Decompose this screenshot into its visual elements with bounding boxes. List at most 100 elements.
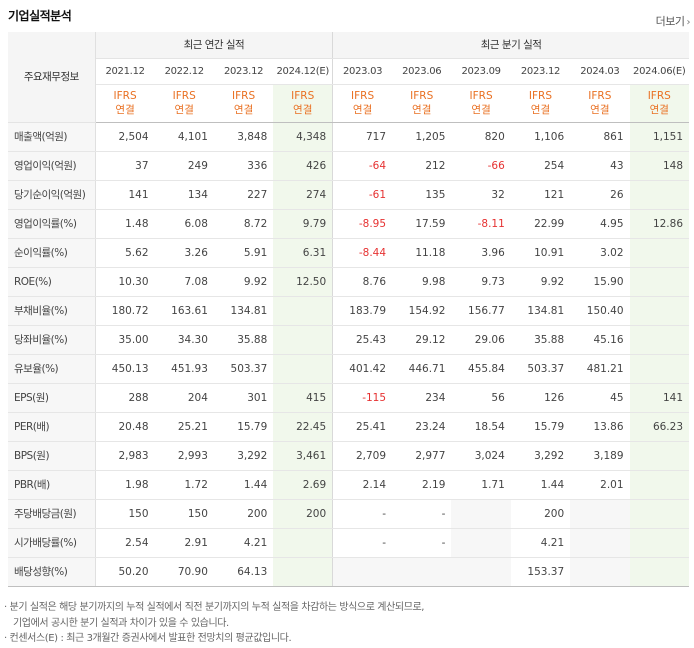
table-row: 시가배당률(%) 2.54 2.91 4.21- -4.21	[8, 528, 689, 558]
more-link[interactable]: 더보기 ›	[656, 13, 691, 29]
table-cell: 163.61	[154, 295, 214, 326]
table-cell: 3,024	[451, 441, 511, 471]
table-cell: 415	[273, 382, 333, 413]
table-cell	[629, 498, 689, 529]
table-cell: 15.79	[510, 412, 571, 442]
table-cell: 2,504	[95, 122, 155, 152]
ifrs-label: IFRS	[291, 90, 315, 102]
table-cell: 1.98	[95, 470, 155, 500]
table-cell: 820	[451, 122, 511, 152]
row-label: 부채비율(%)	[8, 295, 96, 326]
table-row: 유보율(%) 450.13 451.93 503.37 401.42 446.71 455.…	[8, 354, 689, 384]
table-cell: 2.91	[154, 528, 214, 558]
table-cell: 212	[392, 151, 452, 181]
table-cell: 1.71	[451, 470, 511, 500]
table-cell: 22.99	[510, 208, 571, 239]
table-cell	[629, 325, 689, 355]
table-cell: -8.44	[332, 238, 393, 268]
table-cell	[332, 557, 393, 587]
table-cell: 249	[154, 151, 214, 181]
row-label: 매출액(억원)	[8, 122, 96, 152]
period-header: 2024.12(E)	[273, 58, 333, 85]
table-cell	[273, 528, 333, 558]
table-cell: 35.88	[510, 325, 571, 355]
table-cell: 3.96	[451, 238, 511, 268]
table-cell	[273, 354, 333, 384]
table-cell: 153.37	[510, 557, 571, 587]
table-cell: 35.88	[213, 325, 274, 355]
ifrs-basis-header: IFRS 연결	[392, 84, 452, 123]
table-cell: 1,205	[392, 122, 452, 152]
table-cell: -	[392, 498, 452, 529]
table-cell	[392, 557, 452, 587]
ifrs-basis-header: IFRS 연결	[95, 84, 155, 123]
note-quarter-cont: 기업에서 공시한 분기 실적과 차이가 있을 수 있습니다.	[13, 617, 229, 629]
section-title: 기업실적분석	[8, 9, 72, 23]
table-cell: 5.91	[213, 238, 274, 268]
row-label: 영업이익(억원)	[8, 151, 96, 181]
row-label: 당좌비율(%)	[8, 325, 96, 355]
table-cell: 336	[213, 151, 274, 181]
table-cell: 121	[510, 180, 571, 210]
row-label: BPS(원)	[8, 441, 96, 471]
ifrs-label: IFRS	[469, 90, 493, 102]
basis-label: 연결	[530, 104, 551, 116]
period-header: 2021.12	[95, 58, 155, 85]
table-row: 당좌비율(%) 35.00 34.30 35.88 25.43 29.12 29.06 35.…	[8, 325, 689, 355]
ifrs-label: IFRS	[232, 90, 256, 102]
table-cell: 426	[273, 151, 333, 181]
table-cell: 446.71	[392, 354, 452, 384]
table-cell: 25.43	[332, 325, 393, 355]
basis-label: 연결	[174, 104, 194, 116]
ifrs-basis-header: IFRS 연결	[273, 84, 333, 123]
table-cell: 717	[332, 122, 393, 152]
basis-label: 연결	[115, 104, 135, 116]
ifrs-label: IFRS	[351, 90, 375, 102]
table-row: PER(배) 20.48 25.21 15.79 22.45 25.41 23.24 18.5…	[8, 412, 689, 442]
row-label: 순이익률(%)	[8, 238, 96, 268]
table-cell: 5.62	[95, 238, 155, 268]
ifrs-basis-header: IFRS 연결	[154, 84, 214, 123]
table-cell: 64.13	[213, 557, 274, 587]
table-cell	[273, 557, 333, 587]
ifrs-label: IFRS	[410, 90, 434, 102]
section-header: 기업실적분석 더보기 ›	[0, 0, 694, 30]
table-cell: -61	[332, 180, 393, 210]
table-cell	[570, 557, 630, 587]
ifrs-label: IFRS	[647, 90, 671, 102]
table-cell: 15.90	[570, 267, 630, 297]
table-row: 매출액(억원) 2,504 4,101 3,848 4,348 717 1,205 820 1,…	[8, 122, 689, 152]
basis-label: 연결	[352, 104, 373, 116]
table-cell: 503.37	[213, 354, 274, 384]
table-cell: 141	[95, 180, 155, 210]
table-cell: 4.21	[213, 528, 274, 558]
table-cell	[451, 498, 511, 529]
table-cell: -8.95	[332, 208, 393, 239]
table-cell: 3,189	[570, 441, 630, 471]
table-cell: 180.72	[95, 295, 155, 326]
table-cell: 2.69	[273, 470, 333, 500]
table-row: ROE(%) 10.30 7.08 9.92 12.50 8.76 9.98 9.73 9.92…	[8, 267, 689, 297]
row-label: 당기순이익(억원)	[8, 180, 96, 210]
ifrs-label: IFRS	[113, 90, 137, 102]
group-quarter: 최근 분기 실적	[332, 32, 689, 59]
basis-label: 연결	[412, 104, 432, 116]
basis-label: 연결	[293, 104, 313, 116]
table-cell: 26	[570, 180, 630, 210]
ifrs-basis-header: IFRS 연결	[629, 84, 689, 123]
table-cell: 6.31	[273, 238, 333, 268]
table-cell	[629, 557, 689, 587]
table-cell: 2.54	[95, 528, 155, 558]
table-cell: 141	[629, 382, 689, 413]
table-cell: 150.40	[570, 295, 630, 326]
table-cell: 4,348	[273, 122, 333, 152]
table-cell: 9.92	[510, 267, 571, 297]
row-label: 주당배당금(원)	[8, 498, 96, 529]
table-cell	[629, 267, 689, 297]
basis-label: 연결	[233, 104, 254, 116]
financial-summary-table: 주요재무정보 최근 연간 실적 최근 분기 실적 2021.12 2022.12 2…	[8, 32, 689, 587]
table-cell: 450.13	[95, 354, 155, 384]
table-cell: 35.00	[95, 325, 155, 355]
table-cell: 3,848	[213, 122, 274, 152]
table-cell: 17.59	[392, 208, 452, 239]
